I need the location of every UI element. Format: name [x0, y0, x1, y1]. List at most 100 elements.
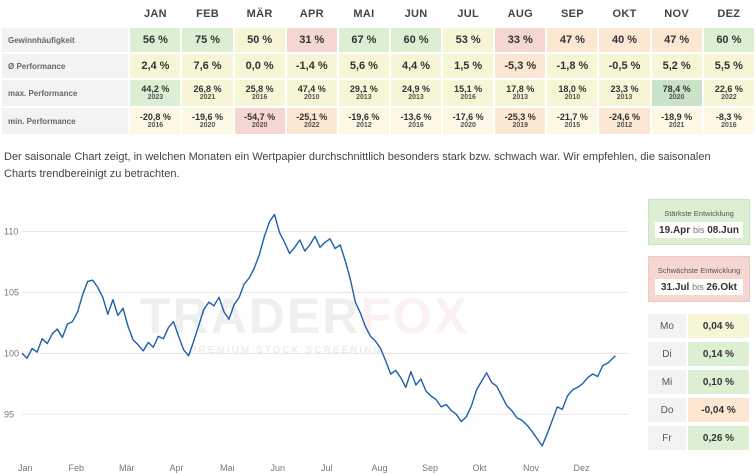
- seasonal-chart: TRADERFOX PREMIUM STOCK SCREENING 95 100 1…: [0, 195, 640, 474]
- month-header: NOV: [651, 2, 702, 26]
- winfreq-cell: 56 %: [130, 28, 181, 52]
- min-perf-cell: -20,8 % 2016: [130, 108, 181, 134]
- max-perf-cell: 22,6 % 2022: [703, 80, 754, 106]
- watermark: TRADERFOX PREMIUM STOCK SCREENING: [140, 288, 467, 356]
- perf-cell: 4,4 %: [390, 54, 442, 78]
- weakest-period-box: Schwächste Entwicklung 31.Jul bis 26.Okt: [648, 256, 750, 302]
- perf-cell: 5,2 %: [651, 54, 702, 78]
- max-perf-cell: 15,1 % 2016: [443, 80, 494, 106]
- winfreq-cell: 50 %: [234, 28, 285, 52]
- cell-year: 2016: [460, 94, 476, 101]
- cell-year: 2013: [616, 94, 633, 101]
- month-header: MAI: [338, 2, 389, 26]
- weekday-label: Mi: [648, 370, 686, 394]
- seasonality-table: JAN FEB MÄR APR MAI JUN JUL AUG SEP OKT …: [0, 0, 756, 136]
- range-sep: bis: [692, 282, 704, 292]
- y-tick-label: 110: [4, 226, 18, 236]
- max-perf-cell: 44,2 % 2023: [130, 80, 181, 106]
- cell-year: 2021: [668, 122, 685, 129]
- grid-layer: [22, 230, 628, 415]
- month-header: APR: [286, 2, 337, 26]
- strongest-period-range: 19.Apr bis 08.Jun: [655, 222, 743, 238]
- strongest-period-box: Stärkste Entwicklung 19.Apr bis 08.Jun: [648, 199, 750, 245]
- month-header: DEZ: [703, 2, 754, 26]
- x-tick-label: Jul: [321, 463, 333, 473]
- cell-year: 2020: [199, 122, 216, 129]
- row-label: max. Performance: [2, 80, 129, 106]
- x-tick-label: Aug: [372, 463, 388, 473]
- weekday-row: Mi 0,10 %: [648, 370, 749, 394]
- cell-value: 26,8 %: [193, 84, 222, 94]
- cell-value: 78,4 %: [662, 84, 691, 94]
- month-header: AUG: [495, 2, 546, 26]
- cell-value: -54,7 %: [244, 112, 276, 122]
- y-axis: 95 100 105 110: [4, 226, 19, 419]
- weekday-performance: Mo 0,04 % Di 0,14 % Mi 0,10 % Do -0,04 %…: [648, 314, 749, 454]
- strongest-period-title: Stärkste Entwicklung: [664, 209, 734, 218]
- min-perf-cell: -19,6 % 2012: [338, 108, 389, 134]
- winfreq-cell: 67 %: [338, 28, 389, 52]
- cell-value: 17,8 %: [506, 84, 535, 94]
- row-label: Ø Performance: [2, 54, 129, 78]
- cell-value: 23,3 %: [610, 84, 639, 94]
- header-corner: [2, 2, 129, 26]
- winfreq-row: Gewinnhäufigkeit 56 % 75 % 50 % 31 % 67 …: [2, 28, 754, 52]
- strongest-to: 08.Jun: [707, 225, 739, 236]
- weekday-row: Di 0,14 %: [648, 342, 749, 366]
- cell-year: 2013: [356, 94, 372, 101]
- winfreq-cell: 47 %: [547, 28, 598, 52]
- max-perf-cell: 25,8 % 2016: [234, 80, 285, 106]
- min-perf-cell: -21,7 % 2015: [547, 108, 598, 134]
- cell-year: 2020: [668, 94, 685, 101]
- min-perf-cell: -54,7 % 2020: [234, 108, 285, 134]
- cell-value: -17,6 %: [452, 112, 484, 122]
- cell-year: 2019: [512, 122, 529, 129]
- weekday-label: Mo: [648, 314, 686, 338]
- x-tick-label: Okt: [473, 463, 488, 473]
- perf-cell: -5,3 %: [495, 54, 546, 78]
- max-perf-cell: 18,0 % 2010: [547, 80, 598, 106]
- x-tick-label: Jun: [271, 463, 286, 473]
- weakest-to: 26.Okt: [706, 282, 737, 293]
- max-perf-cell: 23,3 % 2013: [599, 80, 650, 106]
- cell-value: 47,4 %: [297, 84, 326, 94]
- cell-value: 18,0 %: [558, 84, 587, 94]
- month-header: JUN: [390, 2, 442, 26]
- winfreq-cell: 60 %: [390, 28, 442, 52]
- cell-value: -19,6 %: [192, 112, 224, 122]
- max-perf-cell: 26,8 % 2021: [182, 80, 233, 106]
- perf-cell: -0,5 %: [599, 54, 650, 78]
- max-perf-cell: 78,4 % 2020: [651, 80, 702, 106]
- max-perf-cell: 47,4 % 2010: [286, 80, 337, 106]
- month-header: SEP: [547, 2, 598, 26]
- perf-cell: 5,6 %: [338, 54, 389, 78]
- max-perf-cell: 29,1 % 2013: [338, 80, 389, 106]
- cell-year: 2013: [408, 94, 424, 101]
- cell-value: 24,9 %: [402, 84, 431, 94]
- cell-value: -25,1 %: [296, 112, 328, 122]
- seasonal-series-line: [21, 213, 616, 447]
- x-tick-label: Mai: [220, 463, 235, 473]
- perf-cell: 5,5 %: [703, 54, 754, 78]
- cell-value: -19,6 %: [348, 112, 380, 122]
- month-header: OKT: [599, 2, 650, 26]
- weekday-row: Do -0,04 %: [648, 398, 749, 422]
- cell-value: -20,8 %: [139, 112, 171, 122]
- month-header: FEB: [182, 2, 233, 26]
- cell-value: 22,6 %: [714, 84, 743, 94]
- x-tick-label: Dez: [574, 463, 591, 473]
- cell-value: 29,1 %: [349, 84, 378, 94]
- winfreq-cell: 75 %: [182, 28, 233, 52]
- range-sep: bis: [692, 225, 705, 235]
- cell-year: 2022: [721, 94, 737, 101]
- weakest-from: 31.Jul: [660, 282, 690, 293]
- winfreq-cell: 40 %: [599, 28, 650, 52]
- perf-cell: 0,0 %: [234, 54, 285, 78]
- perf-cell: -1,8 %: [547, 54, 598, 78]
- x-tick-label: Sep: [422, 463, 438, 473]
- weakest-period-title: Schwächste Entwicklung: [657, 266, 741, 275]
- month-header: JAN: [130, 2, 181, 26]
- x-tick-label: Jan: [18, 463, 33, 473]
- weekday-row: Mo 0,04 %: [648, 314, 749, 338]
- month-header: MÄR: [234, 2, 285, 26]
